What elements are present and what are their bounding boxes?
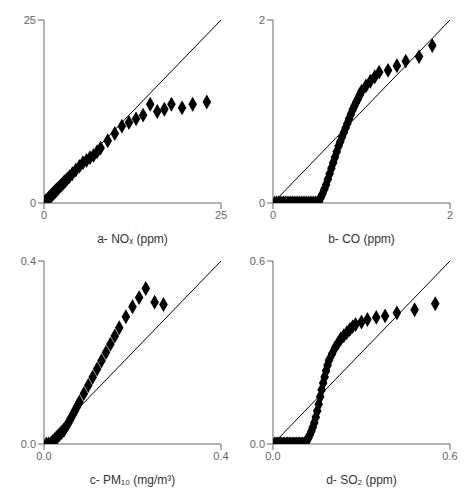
svg-text:d- SO₂ (ppm): d- SO₂ (ppm) [326, 473, 397, 487]
svg-text:0: 0 [270, 209, 276, 221]
svg-text:0.0: 0.0 [36, 450, 51, 462]
svg-text:0: 0 [41, 209, 47, 221]
svg-text:0.4: 0.4 [21, 255, 36, 267]
svg-text:0.6: 0.6 [250, 255, 265, 267]
svg-text:a- NOₓ (ppm): a- NOₓ (ppm) [97, 232, 168, 246]
svg-text:0.0: 0.0 [250, 438, 265, 450]
svg-text:0.0: 0.0 [265, 450, 280, 462]
svg-text:0.6: 0.6 [442, 450, 457, 462]
svg-text:c- PM₁₀ (mg/m³): c- PM₁₀ (mg/m³) [90, 473, 176, 487]
svg-text:0.0: 0.0 [21, 438, 36, 450]
svg-text:0: 0 [259, 197, 265, 209]
svg-text:25: 25 [215, 209, 227, 221]
svg-text:0.4: 0.4 [213, 450, 228, 462]
svg-text:2: 2 [259, 14, 265, 26]
svg-text:b- CO (ppm): b- CO (ppm) [328, 232, 395, 246]
svg-text:2: 2 [447, 209, 453, 221]
svg-text:0: 0 [30, 197, 36, 209]
svg-text:25: 25 [24, 14, 36, 26]
